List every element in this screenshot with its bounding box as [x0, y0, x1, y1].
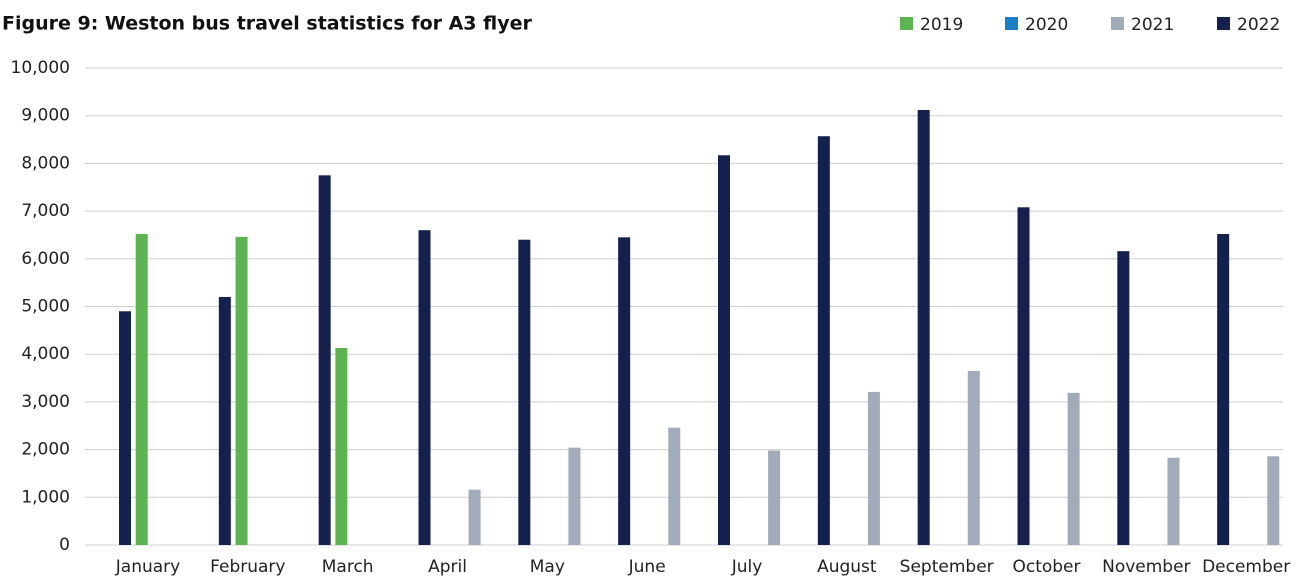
- legend-swatch: [1111, 17, 1124, 30]
- x-tick-label: May: [530, 557, 565, 577]
- bar: [318, 175, 331, 545]
- bar: [1117, 251, 1130, 545]
- x-tick-label: August: [817, 557, 877, 577]
- bar: [335, 347, 348, 545]
- bar: [119, 311, 131, 545]
- legend-label: 2021: [1131, 15, 1174, 35]
- x-tick-label: March: [322, 557, 374, 577]
- bar: [235, 236, 248, 545]
- y-tick-label: 7,000: [21, 201, 70, 221]
- bar: [1067, 392, 1080, 545]
- bar: [817, 136, 830, 545]
- legend-label: 2020: [1025, 15, 1068, 35]
- bar: [1017, 207, 1030, 545]
- y-tick-label: 9,000: [21, 106, 70, 126]
- bar: [1267, 456, 1280, 545]
- y-tick-label: 6,000: [21, 249, 70, 269]
- bar: [768, 450, 781, 545]
- bar: [135, 233, 148, 545]
- bar: [867, 391, 880, 545]
- bar: [618, 237, 631, 545]
- x-tick-label: November: [1102, 557, 1190, 577]
- y-tick-label: 4,000: [21, 344, 70, 364]
- legend-swatch: [1217, 17, 1230, 30]
- x-tick-label: April: [428, 557, 467, 577]
- bar: [917, 109, 930, 545]
- y-tick-label: 3,000: [21, 392, 70, 412]
- bar: [718, 155, 730, 545]
- bar: [418, 230, 431, 545]
- legend-swatch: [900, 17, 913, 30]
- y-tick-label: 0: [59, 535, 70, 555]
- chart-title: Figure 9: Weston bus travel statistics f…: [2, 13, 532, 35]
- bar: [1217, 233, 1230, 545]
- x-tick-label: September: [900, 557, 994, 577]
- x-tick-label: February: [210, 557, 285, 577]
- bar: [218, 296, 231, 545]
- y-tick-label: 2,000: [21, 440, 70, 460]
- legend-label: 2019: [920, 15, 963, 35]
- y-tick-label: 1,000: [21, 487, 70, 507]
- y-tick-label: 10,000: [11, 58, 70, 78]
- x-tick-label: December: [1202, 557, 1290, 577]
- x-tick-label: October: [1012, 557, 1080, 577]
- y-tick-label: 5,000: [21, 297, 70, 317]
- bar: [568, 447, 581, 545]
- x-tick-label: June: [628, 557, 666, 577]
- x-tick-label: July: [731, 557, 763, 577]
- bar: [468, 489, 481, 545]
- bar: [1167, 457, 1180, 545]
- y-tick-label: 8,000: [21, 153, 70, 173]
- x-tick-label: January: [115, 557, 180, 577]
- bar: [967, 370, 980, 545]
- bar: [518, 239, 531, 545]
- bar: [668, 427, 681, 545]
- legend-label: 2022: [1237, 15, 1280, 35]
- legend-swatch: [1005, 17, 1018, 30]
